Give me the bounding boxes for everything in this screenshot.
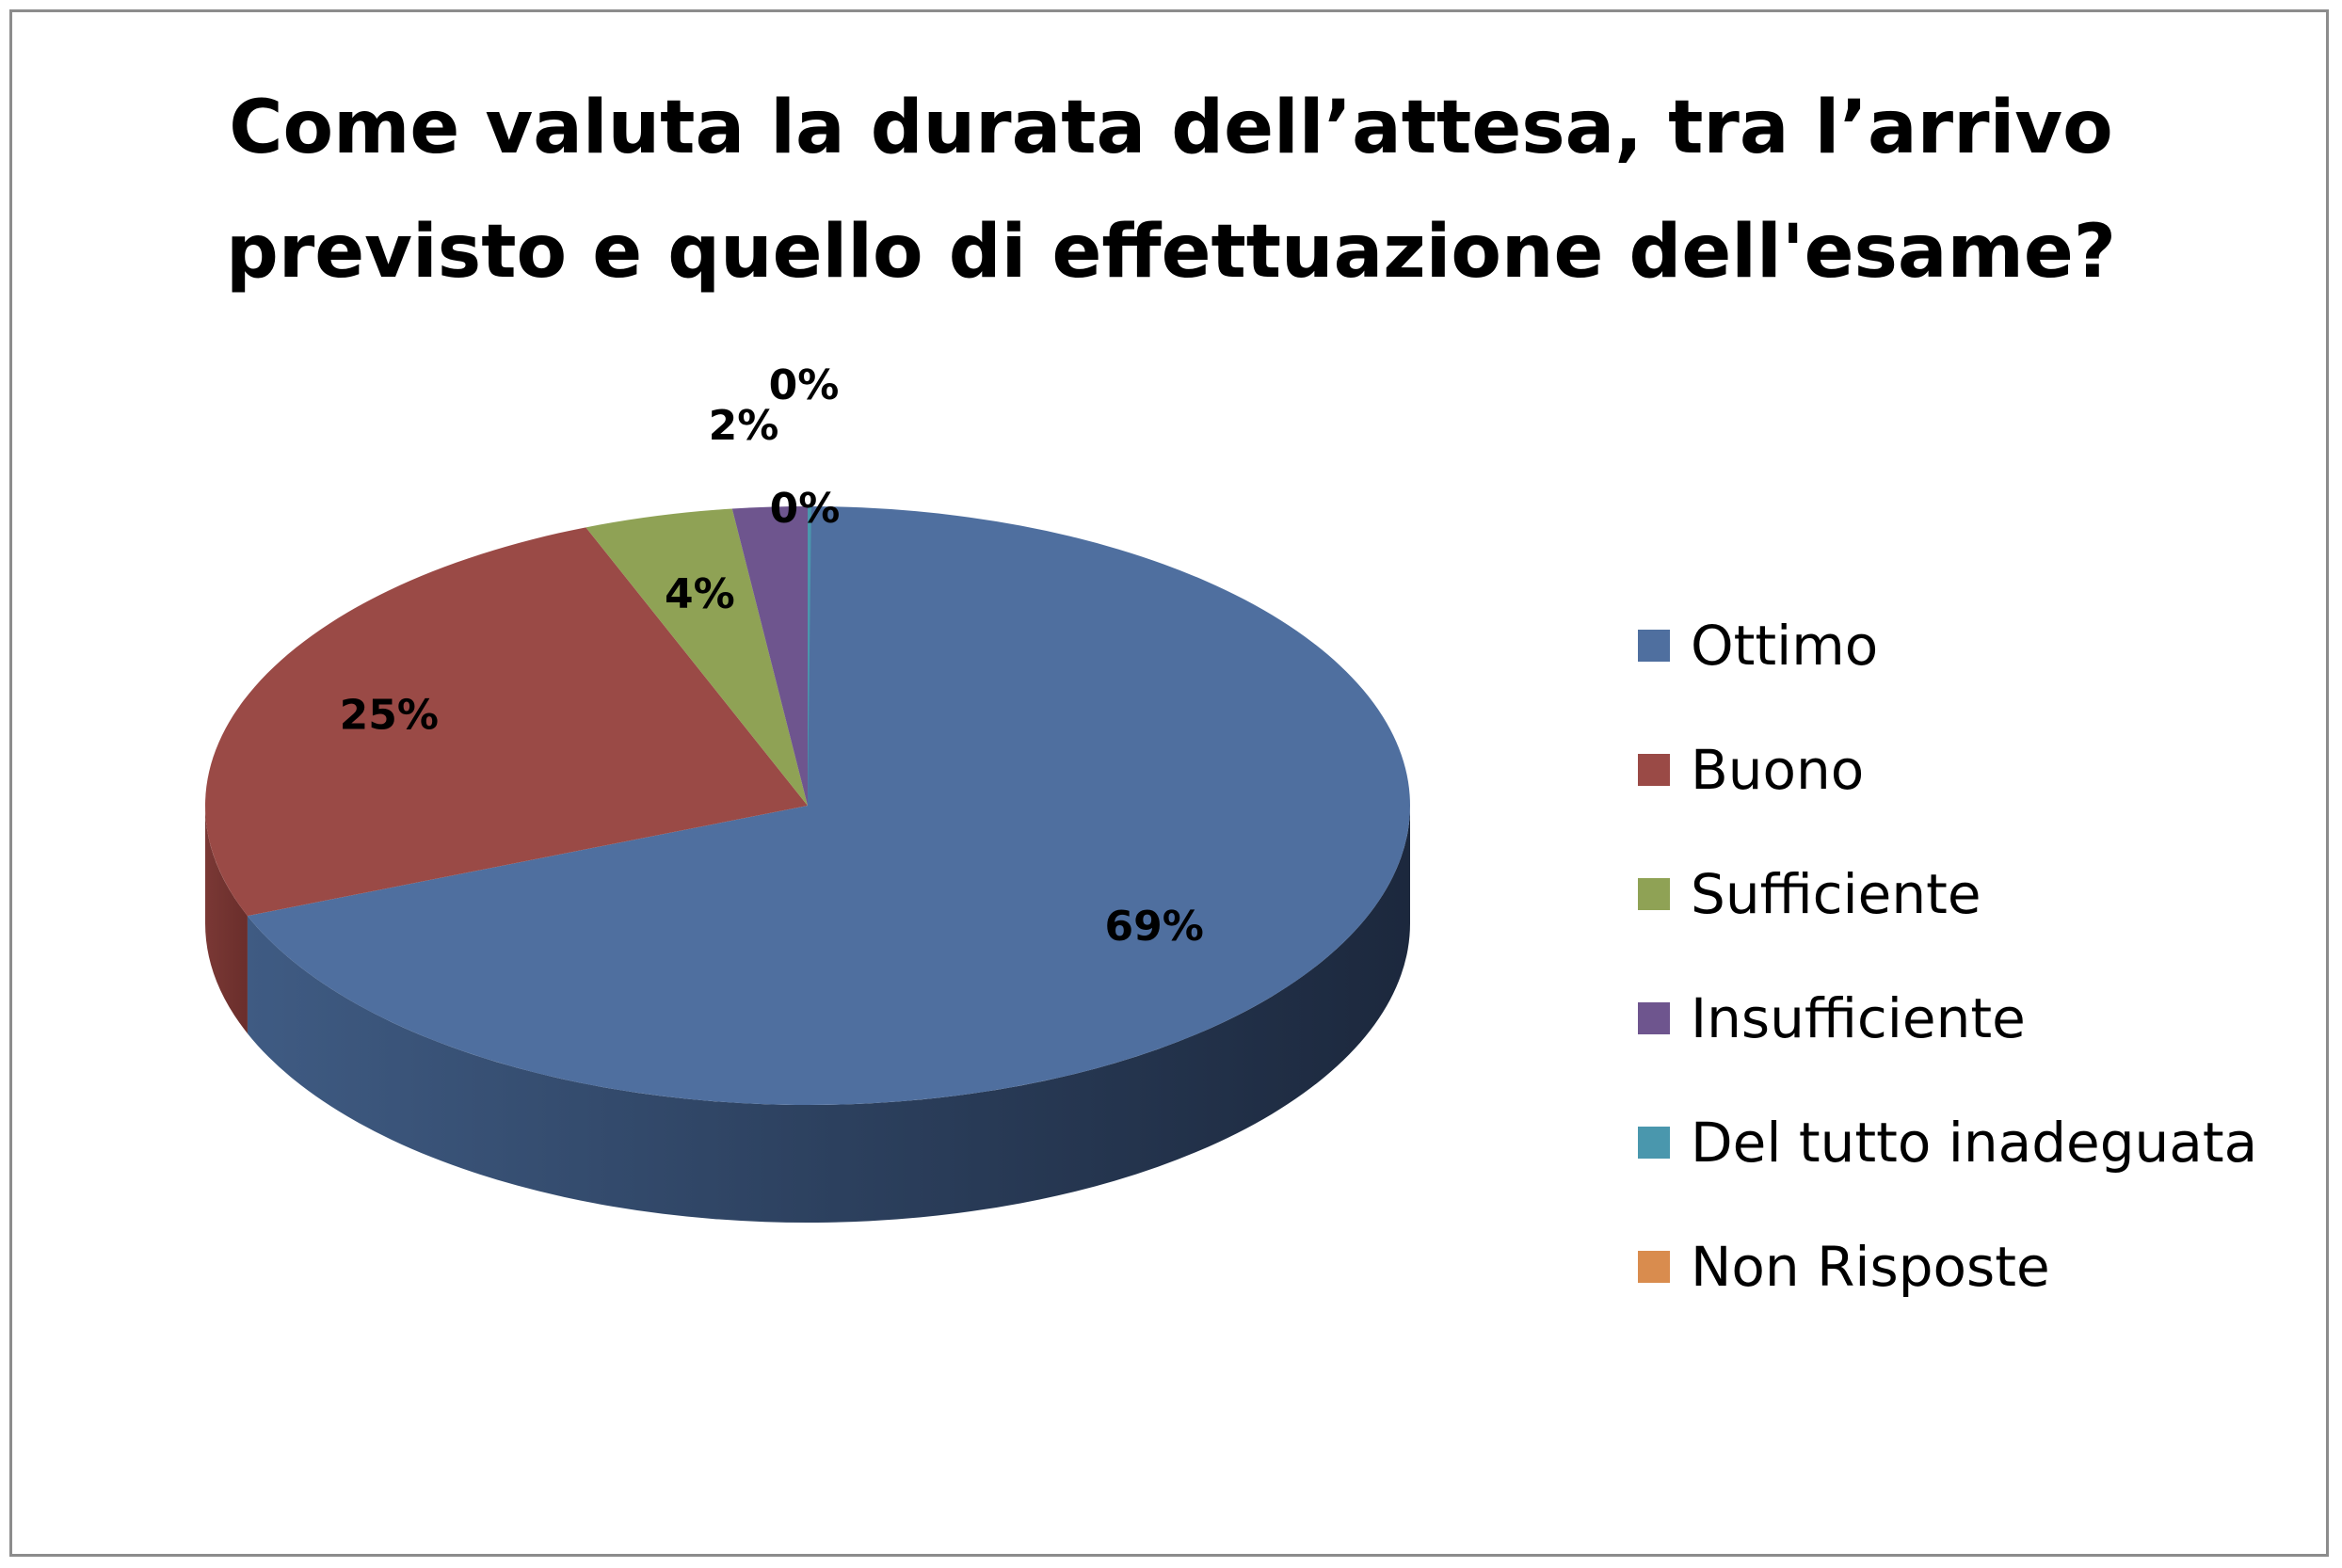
legend: Ottimo Buono Sufficiente Insufficiente Del t… bbox=[1638, 584, 2257, 1329]
legend-item-ottimo: Ottimo bbox=[1638, 584, 2257, 708]
pie-slice-del-tutto-inadeguata bbox=[808, 506, 811, 806]
data-label-non-risposte: 0% bbox=[770, 485, 841, 533]
legend-swatch bbox=[1638, 1251, 1670, 1283]
legend-label: Del tutto inadeguata bbox=[1691, 1111, 2258, 1175]
data-label-insufficiente: 2% bbox=[709, 402, 779, 450]
chart-title: Come valuta la durata dell’attesa, tra l… bbox=[0, 66, 2342, 314]
chart-title-line-2: previsto e quello di effettuazione dell'… bbox=[225, 210, 2116, 295]
legend-swatch bbox=[1638, 754, 1670, 786]
legend-item-insufficiente: Insufficiente bbox=[1638, 956, 2257, 1080]
legend-label: Ottimo bbox=[1691, 614, 1879, 678]
legend-swatch bbox=[1638, 1127, 1670, 1159]
pie-side-walls bbox=[205, 806, 1410, 1224]
data-label-sufficiente: 4% bbox=[665, 570, 735, 618]
pie-slice-buono bbox=[205, 527, 809, 917]
legend-swatch bbox=[1638, 630, 1670, 662]
pie-data-labels: 69%25%4%2%0%0% bbox=[340, 361, 1204, 951]
legend-label: Sufficiente bbox=[1691, 862, 1981, 926]
legend-swatch bbox=[1638, 1002, 1670, 1034]
data-label-ottimo: 69% bbox=[1105, 903, 1204, 951]
legend-item-non-risposte: Non Risposte bbox=[1638, 1205, 2257, 1329]
legend-swatch bbox=[1638, 878, 1670, 910]
legend-item-buono: Buono bbox=[1638, 708, 2257, 832]
data-label-del-tutto-inadeguata: 0% bbox=[769, 361, 840, 409]
legend-label: Buono bbox=[1691, 738, 1865, 802]
pie-slice-insufficiente bbox=[731, 506, 808, 806]
pie-slice-ottimo bbox=[247, 506, 1411, 1105]
legend-item-del-tutto-inadeguata: Del tutto inadeguata bbox=[1638, 1080, 2257, 1205]
data-label-buono: 25% bbox=[340, 692, 439, 740]
pie-side-buono bbox=[205, 806, 248, 1034]
legend-item-sufficiente: Sufficiente bbox=[1638, 832, 2257, 956]
chart-title-line-1: Come valuta la durata dell’attesa, tra l… bbox=[229, 86, 2113, 170]
pie-slice-sufficiente bbox=[586, 508, 808, 806]
pie-top-faces bbox=[205, 506, 1411, 1105]
pie-side-ottimo bbox=[247, 806, 1410, 1224]
legend-label: Insufficiente bbox=[1691, 986, 2026, 1050]
legend-label: Non Risposte bbox=[1691, 1235, 2050, 1299]
